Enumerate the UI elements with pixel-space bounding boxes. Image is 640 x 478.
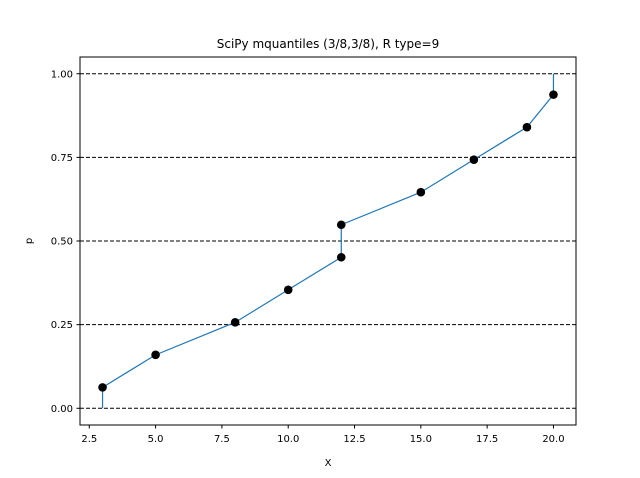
x-axis-label: X: [325, 458, 332, 469]
data-point: [336, 220, 346, 230]
data-point: [469, 155, 479, 164]
y-tick-label: 1.00: [51, 69, 73, 80]
x-tick-label: 12.5: [343, 434, 365, 445]
y-tick-label: 0.50: [51, 237, 73, 248]
data-point: [98, 383, 107, 392]
y-tick-label: 0.25: [51, 320, 73, 331]
x-tick-label: 17.5: [476, 434, 498, 445]
data-point: [416, 187, 426, 197]
x-tick-label: 15.0: [410, 434, 432, 445]
y-tick-label: 0.00: [51, 404, 73, 415]
y-axis-ticks: 0.00 0.25 0.50 0.75 1.00: [51, 69, 80, 415]
x-axis-ticks: 2.5 5.0 7.5 10.0 12.5 15.0 17.5 20.0: [81, 425, 565, 445]
data-point: [522, 122, 532, 132]
series-polyline: [101, 73, 555, 409]
chart-title: SciPy mquantiles (3/8,3/8), R type=9: [217, 37, 439, 51]
series-line: [101, 73, 555, 409]
data-points: [98, 90, 558, 392]
data-point: [151, 350, 160, 360]
x-tick-label: 10.0: [277, 434, 299, 445]
y-tick-label: 0.75: [51, 153, 73, 164]
x-tick-label: 20.0: [542, 434, 564, 445]
x-tick-label: 7.5: [214, 434, 230, 445]
data-point: [230, 318, 240, 327]
x-tick-label: 5.0: [148, 434, 164, 445]
x-tick-label: 2.5: [81, 434, 97, 445]
data-point: [283, 285, 293, 295]
data-point: [549, 90, 558, 99]
data-point: [336, 252, 346, 262]
grid-lines: [80, 73, 576, 409]
y-axis-label: p: [24, 238, 35, 244]
